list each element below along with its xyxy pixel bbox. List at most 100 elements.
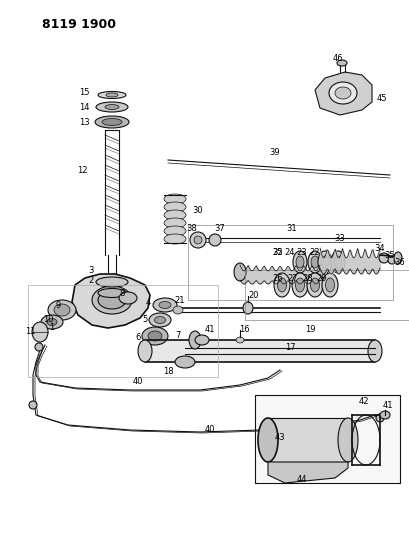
- Bar: [245, 270, 409, 320]
- Ellipse shape: [328, 82, 356, 104]
- Ellipse shape: [164, 226, 186, 236]
- Ellipse shape: [98, 291, 126, 309]
- Text: 37: 37: [214, 223, 225, 232]
- Ellipse shape: [393, 252, 401, 264]
- Ellipse shape: [148, 313, 171, 327]
- Ellipse shape: [41, 315, 63, 329]
- Ellipse shape: [164, 194, 186, 204]
- Ellipse shape: [209, 234, 220, 246]
- Ellipse shape: [138, 340, 152, 362]
- Ellipse shape: [375, 414, 383, 422]
- Text: 19: 19: [304, 326, 315, 335]
- Ellipse shape: [142, 327, 168, 345]
- Ellipse shape: [159, 302, 171, 309]
- Bar: [28, 285, 218, 377]
- Ellipse shape: [35, 343, 43, 351]
- Ellipse shape: [92, 286, 132, 314]
- Ellipse shape: [175, 356, 195, 368]
- Ellipse shape: [48, 300, 76, 320]
- Ellipse shape: [54, 304, 70, 316]
- Text: 32: 32: [272, 247, 283, 256]
- Ellipse shape: [310, 256, 318, 268]
- Text: 43: 43: [274, 433, 285, 442]
- Text: 2: 2: [88, 276, 93, 285]
- Ellipse shape: [96, 102, 128, 112]
- Ellipse shape: [337, 418, 357, 462]
- Text: 23: 23: [296, 247, 307, 256]
- Text: 25: 25: [272, 247, 283, 256]
- Ellipse shape: [273, 273, 289, 297]
- Text: 12: 12: [76, 166, 87, 174]
- Text: 35: 35: [384, 251, 394, 260]
- Polygon shape: [72, 274, 150, 328]
- Ellipse shape: [119, 292, 137, 304]
- Ellipse shape: [47, 319, 57, 326]
- Ellipse shape: [102, 118, 122, 125]
- Bar: [188, 225, 392, 300]
- Text: 9: 9: [55, 301, 61, 310]
- Text: 28: 28: [302, 273, 312, 282]
- Text: 6: 6: [135, 334, 140, 343]
- Text: 5: 5: [142, 316, 147, 325]
- Ellipse shape: [164, 234, 186, 244]
- Ellipse shape: [367, 340, 381, 362]
- Text: 10: 10: [43, 316, 53, 325]
- Ellipse shape: [295, 256, 303, 268]
- Ellipse shape: [148, 331, 162, 341]
- Ellipse shape: [234, 263, 245, 281]
- Ellipse shape: [378, 253, 388, 263]
- Ellipse shape: [164, 218, 186, 228]
- Text: 46: 46: [332, 53, 342, 62]
- Text: 30: 30: [192, 206, 203, 214]
- Ellipse shape: [95, 116, 129, 128]
- Ellipse shape: [173, 306, 182, 314]
- Text: 3: 3: [88, 265, 94, 274]
- Text: 11: 11: [25, 327, 35, 336]
- Ellipse shape: [387, 256, 395, 264]
- Ellipse shape: [317, 251, 331, 273]
- Ellipse shape: [292, 251, 306, 273]
- Text: 20: 20: [248, 290, 258, 300]
- Text: 21: 21: [174, 295, 185, 304]
- Text: 41: 41: [204, 326, 215, 335]
- Ellipse shape: [334, 87, 350, 99]
- Ellipse shape: [321, 273, 337, 297]
- Text: 31: 31: [286, 223, 297, 232]
- Ellipse shape: [164, 202, 186, 212]
- Ellipse shape: [313, 263, 325, 281]
- Text: 41: 41: [382, 400, 392, 409]
- Ellipse shape: [320, 256, 328, 268]
- Ellipse shape: [106, 93, 118, 97]
- Text: 14: 14: [79, 102, 89, 111]
- Ellipse shape: [195, 335, 209, 345]
- Text: 40: 40: [133, 377, 143, 386]
- Ellipse shape: [333, 256, 341, 268]
- Ellipse shape: [98, 92, 126, 99]
- Ellipse shape: [154, 317, 165, 324]
- Ellipse shape: [236, 337, 243, 343]
- Text: 42: 42: [358, 398, 369, 407]
- Ellipse shape: [153, 298, 177, 312]
- Text: 40: 40: [204, 425, 215, 434]
- Ellipse shape: [310, 278, 319, 292]
- Text: 45: 45: [376, 93, 387, 102]
- Ellipse shape: [98, 288, 126, 297]
- Ellipse shape: [277, 278, 286, 292]
- Text: 1: 1: [49, 324, 54, 333]
- Text: 15: 15: [79, 87, 89, 96]
- Ellipse shape: [295, 278, 304, 292]
- Text: 24: 24: [284, 247, 294, 256]
- Text: 39: 39: [269, 148, 280, 157]
- Ellipse shape: [325, 278, 334, 292]
- Ellipse shape: [193, 236, 202, 244]
- Ellipse shape: [29, 401, 37, 409]
- Polygon shape: [314, 72, 371, 115]
- Ellipse shape: [32, 322, 48, 342]
- Text: 7: 7: [175, 330, 180, 340]
- Text: 34: 34: [374, 244, 384, 253]
- Text: 33: 33: [334, 233, 344, 243]
- Ellipse shape: [96, 277, 128, 287]
- Text: 44: 44: [296, 475, 306, 484]
- Text: 4: 4: [145, 297, 150, 306]
- Ellipse shape: [243, 302, 252, 314]
